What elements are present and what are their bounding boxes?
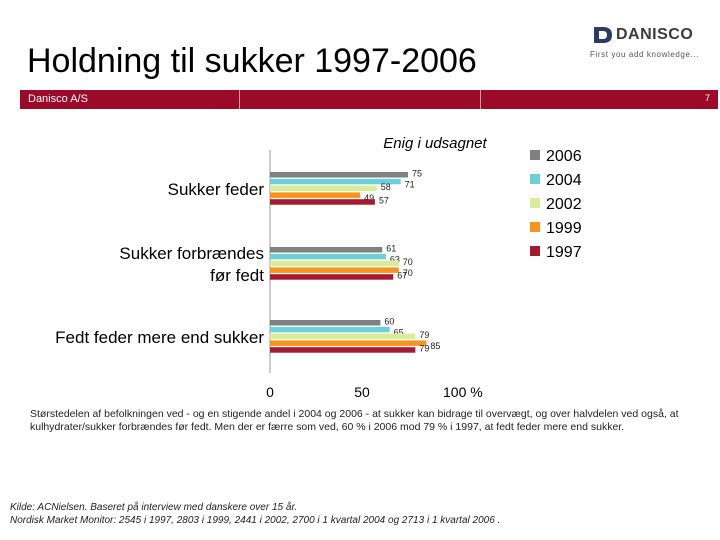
- legend-swatch-1997: [530, 246, 540, 256]
- data-label: 85: [430, 341, 440, 351]
- legend-label: 1999: [546, 220, 582, 237]
- bar-2006: [270, 172, 408, 178]
- chart-title: Enig i udsagnet: [383, 135, 487, 152]
- data-label: 65: [394, 327, 404, 337]
- category-label: før fedt: [210, 266, 264, 285]
- logo-tagline: First you add knowledge...: [590, 50, 699, 59]
- data-label: 60: [384, 317, 394, 327]
- category-label: Sukker feder: [168, 180, 265, 199]
- data-label: 75: [412, 169, 422, 179]
- data-label: 49: [364, 193, 374, 203]
- category-label: Sukker forbrændes: [119, 244, 264, 263]
- bar-2004: [270, 253, 386, 260]
- x-tick-label: 0: [266, 384, 274, 400]
- category-label: Fedt feder mere end sukker: [55, 328, 264, 347]
- legend-swatch-2004: [530, 174, 540, 184]
- caption-text: Størstedelen af befolkningen ved - og en…: [30, 408, 679, 433]
- bar-1997: [270, 347, 416, 353]
- legend-swatch-2006: [530, 150, 540, 160]
- x-tick-label: 100 %: [443, 384, 483, 400]
- header-strip: Danisco A/S 7: [20, 90, 718, 109]
- source-line-1: Kilde: ACNielsen. Baseret på interview m…: [10, 502, 298, 513]
- bar-chart: Enig i udsagnet Sukker feder Sukker forbræ…: [55, 135, 582, 400]
- bar-2002: [270, 333, 416, 340]
- source-note: Kilde: ACNielsen. Baseret på interview m…: [10, 502, 710, 527]
- legend-label: 2002: [546, 196, 582, 213]
- data-label: 71: [405, 179, 415, 189]
- bar-1999: [270, 192, 361, 198]
- bar-1999: [270, 267, 399, 273]
- bar-1997: [270, 199, 375, 205]
- bar-2006: [270, 320, 381, 326]
- data-label: 57: [379, 196, 389, 206]
- page-number: 7: [704, 93, 710, 103]
- data-label: 58: [381, 182, 391, 192]
- strip-divider: [239, 90, 240, 109]
- bar-2002: [270, 185, 377, 192]
- bar-1999: [270, 340, 427, 346]
- data-label: 70: [403, 268, 413, 278]
- x-tick-label: 50: [354, 384, 370, 400]
- danisco-logo: DANISCO First you add knowledge...: [590, 24, 708, 64]
- bar-2006: [270, 247, 383, 253]
- company-name: Danisco A/S: [28, 93, 88, 105]
- data-label: 79: [419, 330, 429, 340]
- legend-label: 1997: [546, 244, 582, 261]
- source-line-2: Nordisk Market Monitor: 2545 i 1997, 280…: [10, 514, 501, 526]
- bar-2004: [270, 178, 401, 185]
- bar-2002: [270, 260, 399, 267]
- data-label: 67: [397, 271, 407, 281]
- legend-label: 2006: [546, 148, 582, 165]
- data-label: 70: [403, 257, 413, 267]
- logo-text: DANISCO: [616, 26, 694, 43]
- legend-label: 2004: [546, 172, 582, 189]
- data-label: 63: [390, 254, 400, 264]
- data-label: 79: [419, 344, 429, 354]
- bar-1997: [270, 274, 394, 280]
- strip-divider: [480, 90, 481, 109]
- legend-swatch-1999: [530, 222, 540, 232]
- data-label: 61: [386, 244, 396, 254]
- bar-2004: [270, 326, 390, 333]
- danisco-logo-icon: [594, 27, 612, 43]
- page-title: Holdning til sukker 1997-2006: [27, 42, 477, 80]
- legend-swatch-2002: [530, 198, 540, 208]
